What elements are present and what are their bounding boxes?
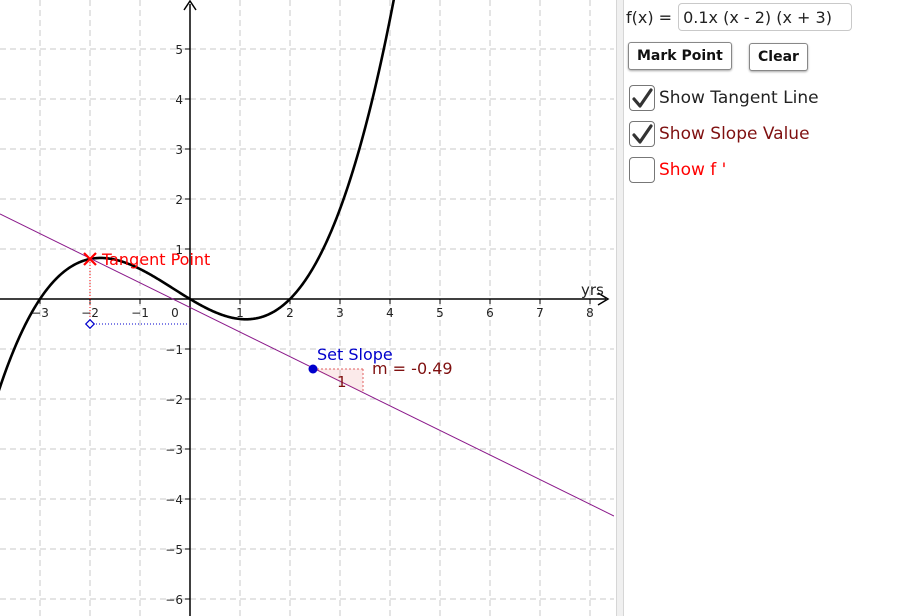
grid-lines xyxy=(0,0,614,616)
tangent-point-label: Tangent Point xyxy=(101,250,210,269)
checkbox-label: Show Tangent Line xyxy=(659,88,819,108)
set-slope-label: Set Slope xyxy=(317,345,393,364)
y-tick-label: 4 xyxy=(175,93,183,107)
control-panel: f(x) = Mark Point Clear Show Tangent Lin… xyxy=(624,0,898,616)
x-tick-label: 2 xyxy=(286,306,294,320)
x-tick-label: 8 xyxy=(586,306,594,320)
x-axis-label: yrs xyxy=(581,281,604,299)
y-tick-label: 3 xyxy=(175,143,183,157)
tick-marks xyxy=(39,48,591,600)
slope-triangle xyxy=(313,369,363,393)
y-axis-arrow xyxy=(183,0,197,11)
check-icon xyxy=(632,88,653,108)
checkbox-box[interactable] xyxy=(629,121,655,147)
x-slider-point[interactable] xyxy=(84,318,96,330)
checkbox-label: Show f ' xyxy=(659,160,727,180)
y-tick-label: −3 xyxy=(165,443,183,457)
checkbox-box[interactable] xyxy=(629,85,655,111)
mark-point-button[interactable]: Mark Point xyxy=(628,42,732,70)
checkbox-show-slope-value[interactable]: Show Slope Value xyxy=(629,121,810,147)
y-tick-label: −4 xyxy=(165,493,183,507)
slope-value-label: m = -0.49 xyxy=(372,359,453,378)
x-tick-label: 4 xyxy=(386,306,394,320)
y-tick-label: −6 xyxy=(165,593,183,607)
y-tick-label: 5 xyxy=(175,43,183,57)
y-tick-label: −1 xyxy=(165,343,183,357)
x-axis-arrow xyxy=(597,292,610,306)
y-tick-label: 1 xyxy=(175,243,183,257)
formula-input[interactable] xyxy=(678,3,853,31)
checkbox-show-derivative[interactable]: Show f ' xyxy=(629,157,726,183)
x-tick-label: 7 xyxy=(536,306,544,320)
y-tick-label: 2 xyxy=(175,193,183,207)
x-tick-label: 0 xyxy=(171,306,179,320)
x-tick-label: −3 xyxy=(31,306,49,320)
slope-triangle-run-label: 1 xyxy=(337,373,347,391)
x-tick-label: −1 xyxy=(131,306,149,320)
checkbox-box[interactable] xyxy=(629,157,655,183)
x-tick-label: 6 xyxy=(486,306,494,320)
function-curve[interactable] xyxy=(0,0,399,403)
x-tick-label: 5 xyxy=(436,306,444,320)
checkbox-show-tangent-line[interactable]: Show Tangent Line xyxy=(629,85,819,111)
set-slope-point[interactable] xyxy=(308,364,318,374)
x-tick-label: 3 xyxy=(336,306,344,320)
y-tick-label: −5 xyxy=(165,543,183,557)
clear-button[interactable]: Clear xyxy=(749,43,808,71)
checkbox-label: Show Slope Value xyxy=(659,124,810,144)
panel-divider[interactable] xyxy=(616,0,624,616)
formula-label: f(x) = xyxy=(626,7,673,27)
formula-row: f(x) = xyxy=(626,3,853,31)
axes xyxy=(0,0,610,616)
check-icon xyxy=(632,124,653,144)
graph-view[interactable]: −3 −2 −1 0 1 2 3 4 5 6 7 8 5 4 3 2 1 −1 −2 −3 −4 −5 −6 yrs 1 T… xyxy=(0,0,614,616)
tangent-line[interactable] xyxy=(0,213,614,517)
y-tick-label: −2 xyxy=(165,393,183,407)
x-tick-label: 1 xyxy=(236,306,244,320)
tangent-point-marker[interactable] xyxy=(83,252,97,266)
